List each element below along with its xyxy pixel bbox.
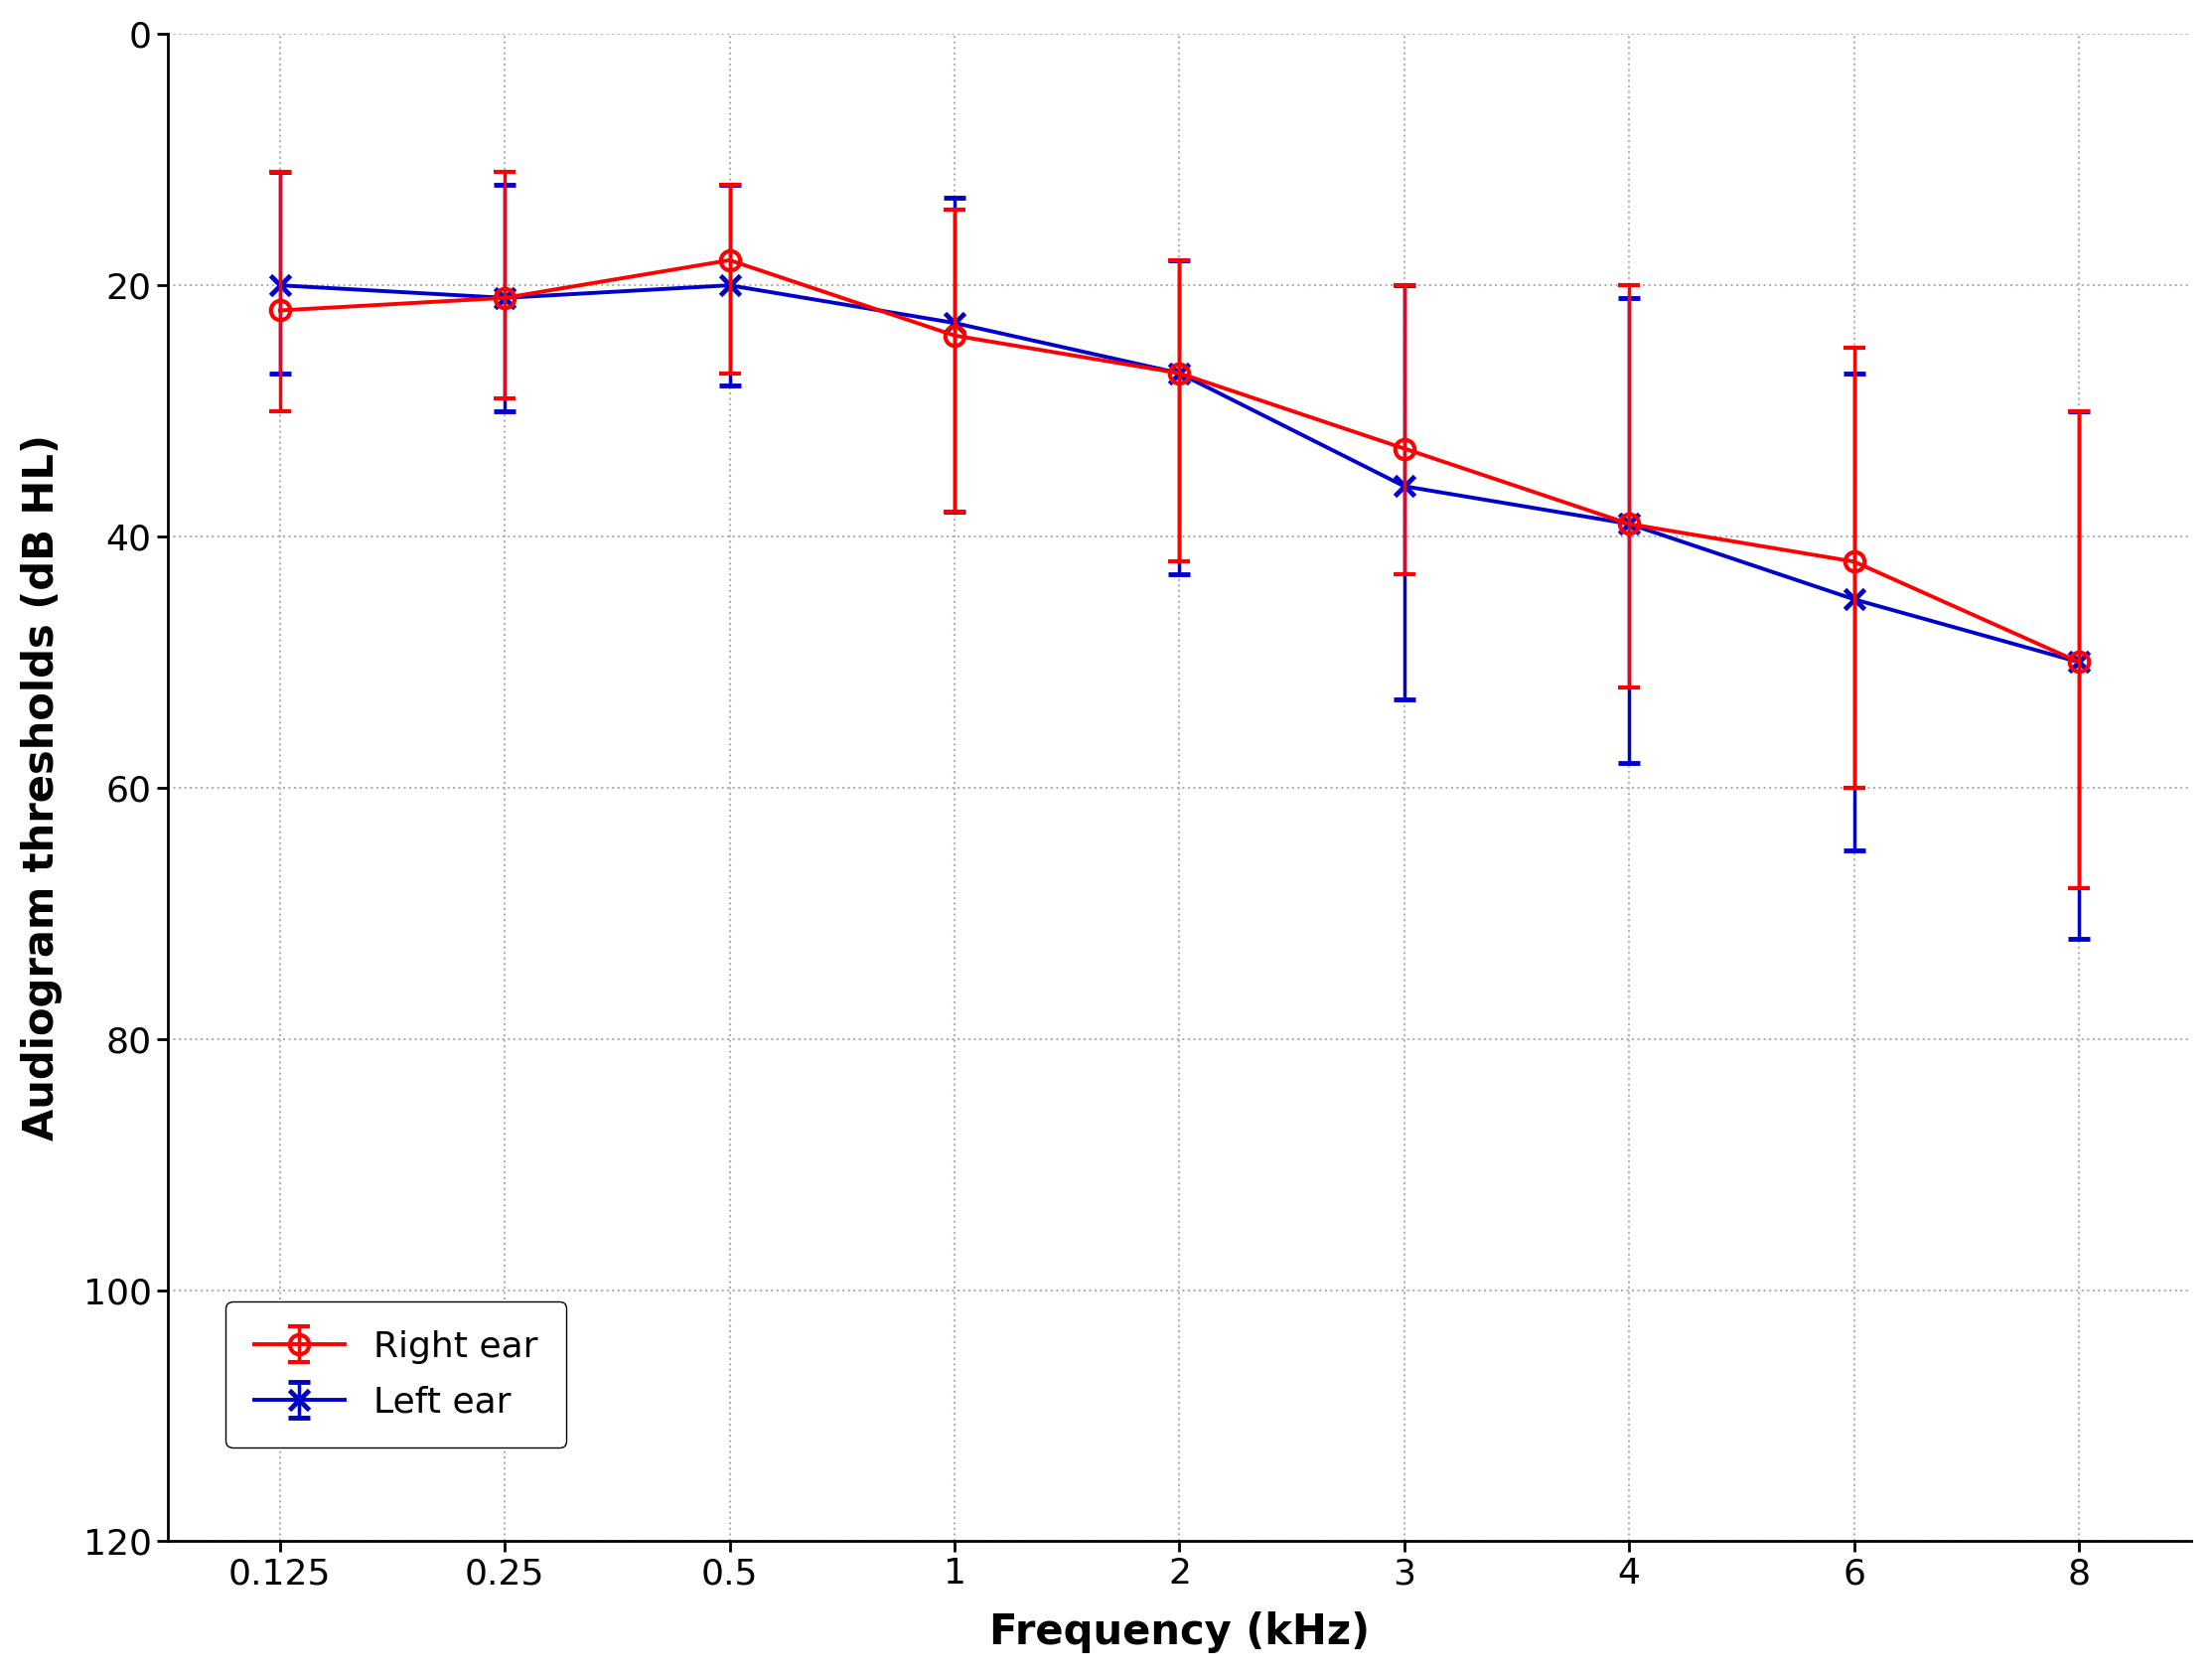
X-axis label: Frequency (kHz): Frequency (kHz) [989,1612,1369,1654]
Legend: Right ear, Left ear: Right ear, Left ear [226,1301,566,1448]
Y-axis label: Audiogram thresholds (dB HL): Audiogram thresholds (dB HL) [20,435,62,1142]
